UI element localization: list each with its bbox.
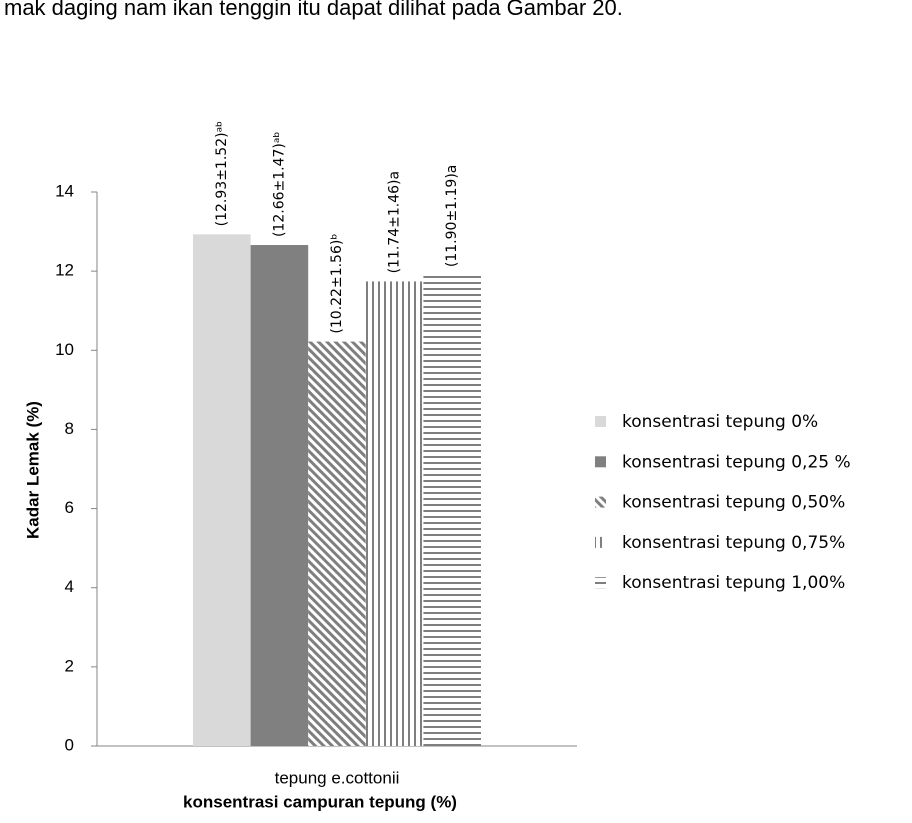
legend-swatch bbox=[595, 456, 606, 467]
bar bbox=[308, 342, 366, 746]
legend-swatch bbox=[595, 537, 606, 548]
y-tick-label: 0 bbox=[65, 735, 74, 754]
value-label: (10.22±1.56)ᵇ bbox=[329, 234, 345, 334]
y-tick-label: 4 bbox=[65, 577, 74, 596]
bar bbox=[251, 245, 309, 746]
intro-text: mak daging nam ikan tenggin itu dapat di… bbox=[4, 0, 623, 20]
x-axis-label: konsentrasi campuran tepung (%) bbox=[183, 792, 457, 811]
legend-swatch bbox=[595, 497, 606, 508]
bar bbox=[366, 281, 424, 746]
y-tick-label: 12 bbox=[55, 261, 74, 280]
value-label: (11.90±1.19)a bbox=[444, 165, 460, 267]
chart: mak daging nam ikan tenggin itu dapat di… bbox=[0, 0, 912, 823]
value-label: (12.66±1.47)ᵃᵇ bbox=[271, 132, 287, 237]
y-axis-label: Kadar Lemak (%) bbox=[23, 401, 42, 539]
y-tick-label: 6 bbox=[65, 498, 74, 517]
y-tick-label: 2 bbox=[65, 656, 74, 675]
legend-label: konsentrasi tepung 0% bbox=[622, 412, 818, 432]
legend-swatch bbox=[595, 416, 606, 427]
value-label: (12.93±1.52)ᵃᵇ bbox=[214, 121, 230, 226]
y-tick-label: 10 bbox=[55, 340, 74, 359]
x-tick-label: tepung e.cottonii bbox=[275, 768, 400, 787]
value-label: (11.74±1.46)a bbox=[387, 171, 403, 273]
bar bbox=[193, 234, 251, 746]
legend-label: konsentrasi tepung 0,75% bbox=[622, 533, 845, 553]
legend-swatch bbox=[595, 577, 606, 588]
bar bbox=[423, 275, 481, 746]
legend-label: konsentrasi tepung 1,00% bbox=[622, 573, 845, 593]
legend-label: konsentrasi tepung 0,50% bbox=[622, 493, 845, 513]
legend-label: konsentrasi tepung 0,25 % bbox=[622, 452, 851, 472]
y-tick-label: 8 bbox=[65, 419, 74, 438]
y-tick-label: 14 bbox=[55, 181, 74, 200]
